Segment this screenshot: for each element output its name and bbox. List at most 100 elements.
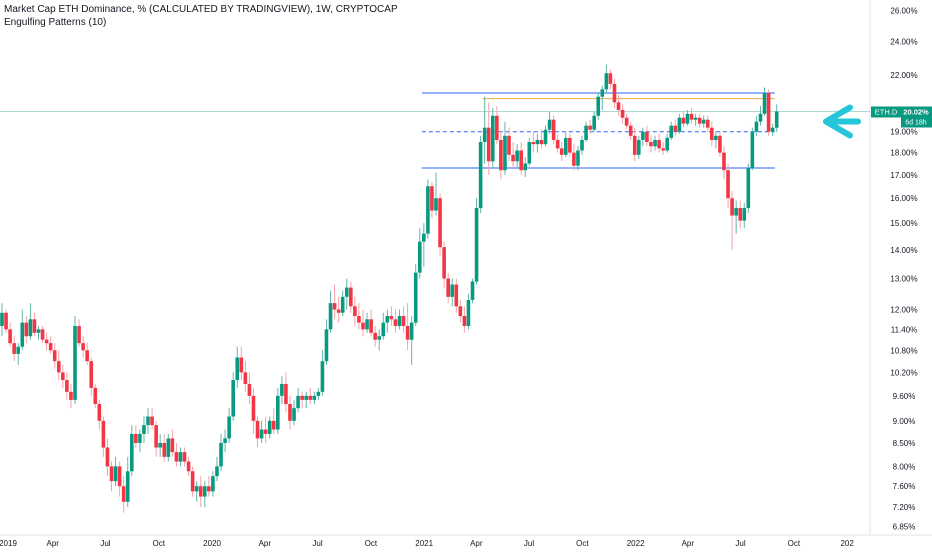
- candle-body: [714, 135, 718, 140]
- y-tick-label: 8.00%: [893, 462, 916, 471]
- candle: [357, 303, 361, 330]
- candle: [632, 127, 637, 162]
- candle-body: [649, 142, 653, 147]
- x-tick-label: Jul: [735, 539, 745, 548]
- candles[interactable]: [0, 64, 779, 513]
- candle-body: [369, 319, 373, 333]
- candle-body: [247, 383, 252, 396]
- candle: [742, 203, 747, 229]
- candle-body: [555, 139, 560, 149]
- candle-body: [365, 319, 369, 330]
- candle-body: [746, 167, 751, 209]
- candle: [243, 361, 248, 392]
- candle: [320, 350, 325, 396]
- candle: [223, 429, 227, 453]
- candle: [304, 391, 309, 409]
- candle-body: [312, 395, 317, 400]
- candle: [726, 163, 730, 209]
- candle-body: [535, 139, 540, 145]
- candle-body: [20, 322, 25, 347]
- candle-body: [608, 73, 613, 84]
- candle: [661, 142, 665, 155]
- x-axis[interactable]: 2019 Apr Jul Oct 2020 Apr Jul Oct 2021 Apr Jul Oct 2…: [0, 534, 932, 548]
- candle: [288, 395, 292, 430]
- price-badge: ETH.D 20.02% 6d 18h: [871, 106, 932, 128]
- candle: [446, 272, 450, 304]
- candle-body: [632, 135, 637, 155]
- x-tick-label: 2020: [203, 539, 221, 548]
- candle: [85, 343, 89, 365]
- candle: [596, 93, 601, 120]
- candle-body: [750, 131, 755, 168]
- candle: [308, 387, 313, 404]
- candle-body: [503, 135, 507, 171]
- candle-body: [52, 350, 57, 362]
- candle-body: [730, 198, 734, 216]
- candle-body: [203, 486, 207, 497]
- candle: [138, 429, 142, 453]
- candle-body: [572, 152, 576, 166]
- candle-body: [121, 486, 126, 502]
- candle-body: [142, 425, 146, 434]
- candle-body: [474, 208, 479, 282]
- y-tick-label: 7.20%: [893, 503, 916, 512]
- candle-body: [718, 135, 722, 153]
- candle: [413, 263, 418, 326]
- candle: [134, 425, 138, 448]
- candle-body: [693, 117, 698, 120]
- candle: [426, 179, 430, 239]
- candle: [628, 121, 633, 140]
- candle-body: [507, 135, 511, 155]
- candle-body: [154, 425, 158, 448]
- candle: [499, 131, 503, 180]
- candle: [77, 319, 81, 347]
- candle: [568, 133, 572, 157]
- y-tick-label: 14.00%: [890, 246, 917, 255]
- candle: [511, 142, 515, 168]
- candle: [142, 416, 146, 443]
- y-tick-label: 24.00%: [890, 37, 917, 46]
- candle-body: [523, 163, 528, 171]
- candle: [32, 312, 37, 337]
- candle-body: [328, 303, 333, 330]
- candle: [259, 420, 264, 443]
- candle-body: [381, 322, 386, 337]
- candle: [669, 121, 674, 140]
- x-tick-label: Oct: [576, 539, 589, 548]
- candle: [69, 383, 73, 409]
- candle: [44, 332, 49, 351]
- candle: [482, 96, 487, 164]
- candle: [478, 135, 483, 213]
- candle: [276, 387, 280, 434]
- candle: [292, 399, 296, 426]
- candle-body: [641, 131, 645, 140]
- candle: [353, 296, 357, 326]
- indicator-label: Engulfing Patterns (10): [4, 17, 107, 28]
- candle-body: [36, 329, 41, 333]
- candle-body: [73, 325, 77, 400]
- candle: [121, 476, 126, 513]
- candle-body: [344, 287, 349, 297]
- candle: [665, 133, 669, 153]
- candle: [284, 372, 288, 413]
- candle: [263, 416, 268, 443]
- candle-body: [758, 113, 763, 122]
- candle: [734, 200, 738, 234]
- candle-body: [596, 96, 601, 116]
- candle: [393, 309, 398, 333]
- candle-body: [377, 336, 382, 340]
- badge-value-box: [901, 106, 932, 128]
- candle-body: [389, 316, 394, 320]
- y-axis[interactable]: 6.85% 7.20% 7.60% 8.00% 8.50% 9.00% 9.60% 10.20…: [869, 0, 918, 535]
- candle-body: [470, 281, 475, 300]
- candle-body: [559, 148, 564, 155]
- candle: [162, 433, 167, 462]
- candle: [373, 325, 377, 347]
- candle-body: [105, 447, 110, 467]
- candle-body: [158, 442, 162, 448]
- candle: [182, 447, 187, 467]
- candle: [576, 146, 580, 171]
- level-lines[interactable]: [0, 92, 870, 169]
